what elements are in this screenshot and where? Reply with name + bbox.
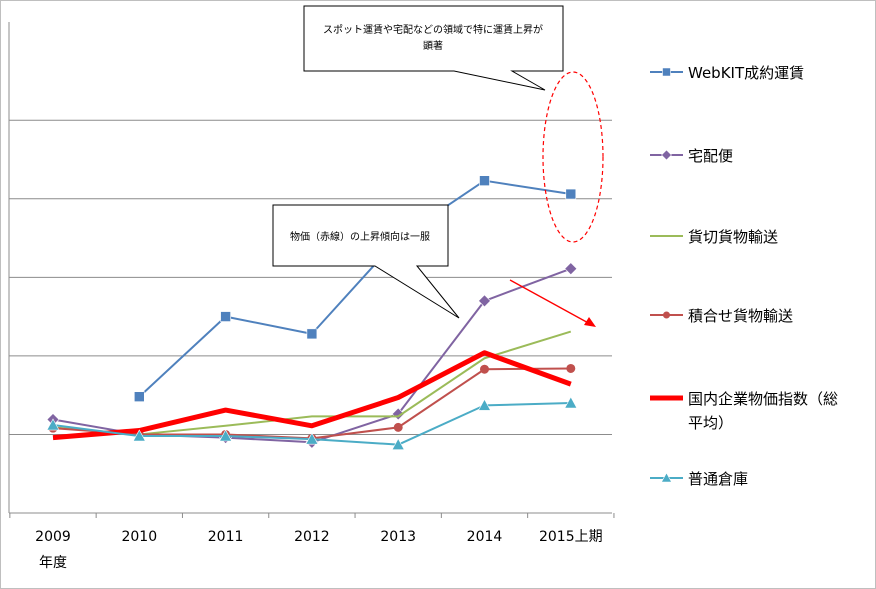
series-6 <box>46 396 578 450</box>
data-point <box>479 175 490 186</box>
gridlines <box>9 119 612 435</box>
legend-swatch-marker <box>662 67 671 77</box>
series-3 <box>52 330 572 436</box>
callout-spot-line-1: スポット運賃や宅配などの領域で特に運賃上昇が <box>323 23 543 36</box>
series-line <box>138 179 571 398</box>
data-point <box>220 311 231 322</box>
data-point <box>46 418 60 431</box>
data-point <box>566 363 576 373</box>
callout-price-line-1: 物価（赤線）の上昇傾向は一服 <box>290 230 430 243</box>
legend-swatch-marker <box>661 149 672 161</box>
legend-label: 普通倉庫 <box>688 470 748 488</box>
data-point <box>391 438 405 450</box>
legend-entry: WebKIT成約運賃 <box>650 64 804 82</box>
callouts: スポット運賃や宅配などの領域で特に運賃上昇が 顕著 物価（赤線）の上昇傾向は一服 <box>272 5 564 319</box>
callout-spot-line-2: 顕著 <box>423 39 443 52</box>
data-point <box>480 364 489 374</box>
highlight-ellipse <box>542 71 604 243</box>
x-tick-label: 2011 <box>208 529 244 545</box>
data-point <box>564 262 578 276</box>
series-line <box>52 330 572 436</box>
legend-swatch-marker <box>660 472 673 483</box>
trend-arrow <box>509 279 593 326</box>
legend-label: 国内企業物価指数（総 <box>688 390 838 408</box>
x-tick-label: 2014 <box>467 529 503 545</box>
data-point <box>219 429 233 442</box>
data-point <box>393 422 403 432</box>
callout-price-box <box>272 204 460 319</box>
data-point <box>305 432 319 445</box>
legend-entry: 宅配便 <box>650 147 733 165</box>
series-lines <box>46 175 578 450</box>
data-point <box>477 398 492 411</box>
series-line <box>52 350 572 441</box>
x-tick-label: 2013 <box>380 529 416 545</box>
data-point <box>478 294 491 308</box>
callout-price: 物価（赤線）の上昇傾向は一服 <box>272 204 460 319</box>
data-point <box>564 396 578 409</box>
x-axis-unit-label: 年度 <box>39 555 67 571</box>
x-tick-label: 2012 <box>294 529 330 545</box>
axes <box>8 22 612 514</box>
callout-spot-box <box>303 5 564 91</box>
data-point <box>132 429 146 442</box>
legend-label: WebKIT成約運賃 <box>688 64 804 82</box>
legend-entry: 普通倉庫 <box>650 470 748 488</box>
legend-entry: 国内企業物価指数（総平均） <box>650 390 838 432</box>
legend-label: 積合せ貨物輸送 <box>688 307 793 325</box>
x-tick-label: 2009 <box>35 529 71 545</box>
legend-entry: 積合せ貨物輸送 <box>650 307 793 325</box>
data-point <box>565 188 577 200</box>
x-tick-label: 2010 <box>121 529 157 545</box>
legend-swatch-marker <box>663 311 670 319</box>
legend-label: 貨切貨物輸送 <box>688 228 778 246</box>
annotation-decorations <box>509 71 604 327</box>
legend-label: 平均） <box>688 414 733 432</box>
x-tick-label: 2015上期 <box>539 529 603 545</box>
trend-arrowhead <box>584 317 596 327</box>
legend-label: 宅配便 <box>688 147 733 165</box>
data-point <box>134 391 145 403</box>
legend-entry: 貨切貨物輸送 <box>650 228 778 246</box>
data-point <box>306 328 318 340</box>
callout-spot: スポット運賃や宅配などの領域で特に運賃上昇が 顕著 <box>303 5 564 91</box>
series-5 <box>52 350 572 441</box>
